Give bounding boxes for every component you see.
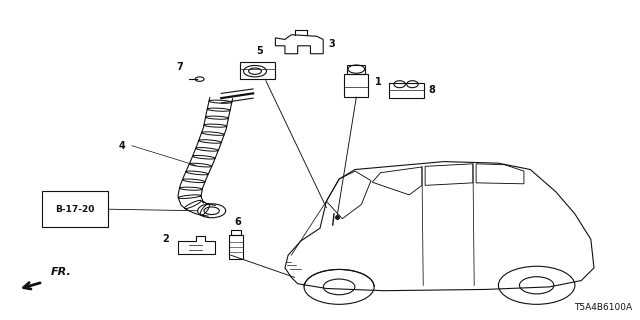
- Text: 2: 2: [162, 234, 169, 244]
- Text: 6: 6: [234, 217, 241, 228]
- Text: T5A4B6100A: T5A4B6100A: [574, 303, 632, 312]
- Text: 8: 8: [429, 85, 436, 95]
- Text: B-17-20: B-17-20: [56, 205, 95, 214]
- Text: FR.: FR.: [51, 268, 71, 277]
- Text: 3: 3: [328, 39, 335, 49]
- Text: 1: 1: [375, 77, 381, 87]
- Text: 7: 7: [177, 62, 183, 72]
- Text: 4: 4: [119, 141, 125, 151]
- Text: 5: 5: [256, 46, 263, 56]
